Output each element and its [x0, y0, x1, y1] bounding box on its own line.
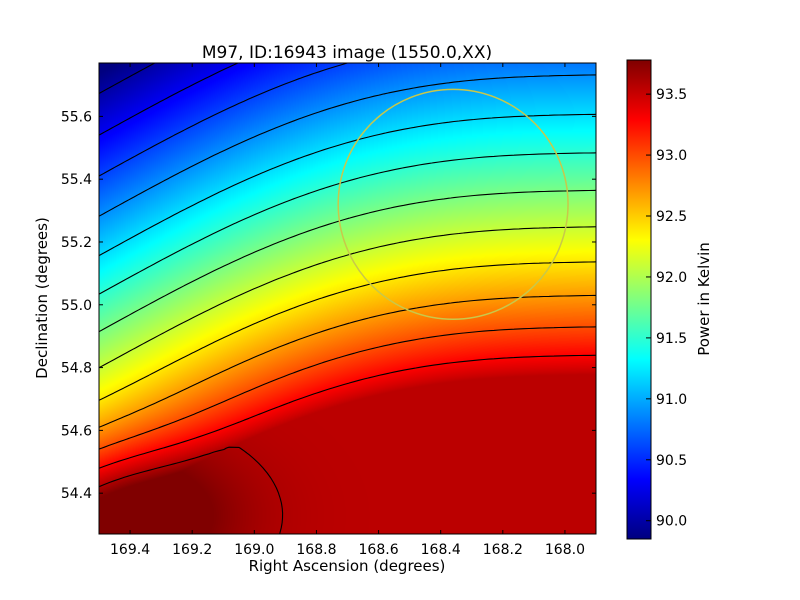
- contour-lines: [99, 63, 596, 534]
- colorbar-tick-label: 91.0: [656, 392, 687, 408]
- colorbar-tick-label: 93.5: [656, 87, 687, 103]
- chart-title: M97, ID:16943 image (1550.0,XX): [202, 43, 492, 63]
- contour-line: [99, 74, 596, 217]
- x-tick-label: 169.0: [234, 542, 274, 558]
- y-tick-label: 55.0: [61, 298, 92, 314]
- contour-line: [99, 113, 596, 257]
- colorbar-gradient: [626, 59, 652, 540]
- colorbar-tick-label: 92.0: [656, 270, 687, 286]
- y-tick-label: 55.2: [61, 235, 92, 251]
- colorbar-tick-label: 93.0: [656, 148, 687, 164]
- heatmap-image: [99, 63, 596, 534]
- colorbar-tick-label: 90.5: [656, 453, 687, 469]
- colorbar: 90.0 90.5 91.0 91.5 92.0 92.5 93.0 93.5 Power i…: [626, 59, 713, 540]
- y-tick-label: 55.6: [61, 109, 92, 125]
- y-tick-label: 54.8: [61, 361, 92, 377]
- contour-line: [99, 152, 596, 295]
- colorbar-tick-label: 92.5: [656, 209, 687, 225]
- x-tick-label: 168.8: [296, 542, 336, 558]
- contour-line: [99, 354, 596, 469]
- contour-line: [99, 63, 348, 177]
- y-axis-label: Declination (degrees): [33, 217, 51, 379]
- plot-frame: [98, 62, 597, 535]
- y-axis: 54.4 54.6 54.8 55.0 55.2 55.4 55.6: [61, 109, 596, 502]
- contour-line: [99, 63, 239, 136]
- contour-line: [99, 261, 596, 401]
- contour-line: [99, 326, 596, 450]
- x-tick-label: 168.6: [359, 542, 399, 558]
- x-tick-label: 168.2: [483, 542, 523, 558]
- y-tick-label: 54.6: [61, 423, 92, 439]
- x-tick-label: 169.4: [110, 542, 150, 558]
- y-tick-label: 54.4: [61, 486, 92, 502]
- colorbar-tick-label: 91.5: [656, 331, 687, 347]
- source-circle: [337, 88, 569, 320]
- x-tick-label: 169.2: [172, 542, 212, 558]
- contour-line: [99, 226, 596, 369]
- colorbar-label: Power in Kelvin: [695, 242, 713, 356]
- colorbar-tick-label: 90.0: [656, 514, 687, 530]
- contour-line: [99, 446, 284, 534]
- contour-line: [99, 189, 596, 333]
- colorbar-ticks: 90.0 90.5 91.0 91.5 92.0 92.5 93.0 93.5: [646, 87, 687, 530]
- x-axis-label: Right Ascension (degrees): [249, 557, 446, 575]
- plot-area: [98, 62, 597, 535]
- x-tick-label: 168.4: [421, 542, 461, 558]
- x-axis: 169.4 169.2 169.0 168.8 168.6 168.4 168.2 168.0: [110, 63, 585, 558]
- y-tick-label: 55.4: [61, 172, 92, 188]
- x-tick-label: 168.0: [545, 542, 585, 558]
